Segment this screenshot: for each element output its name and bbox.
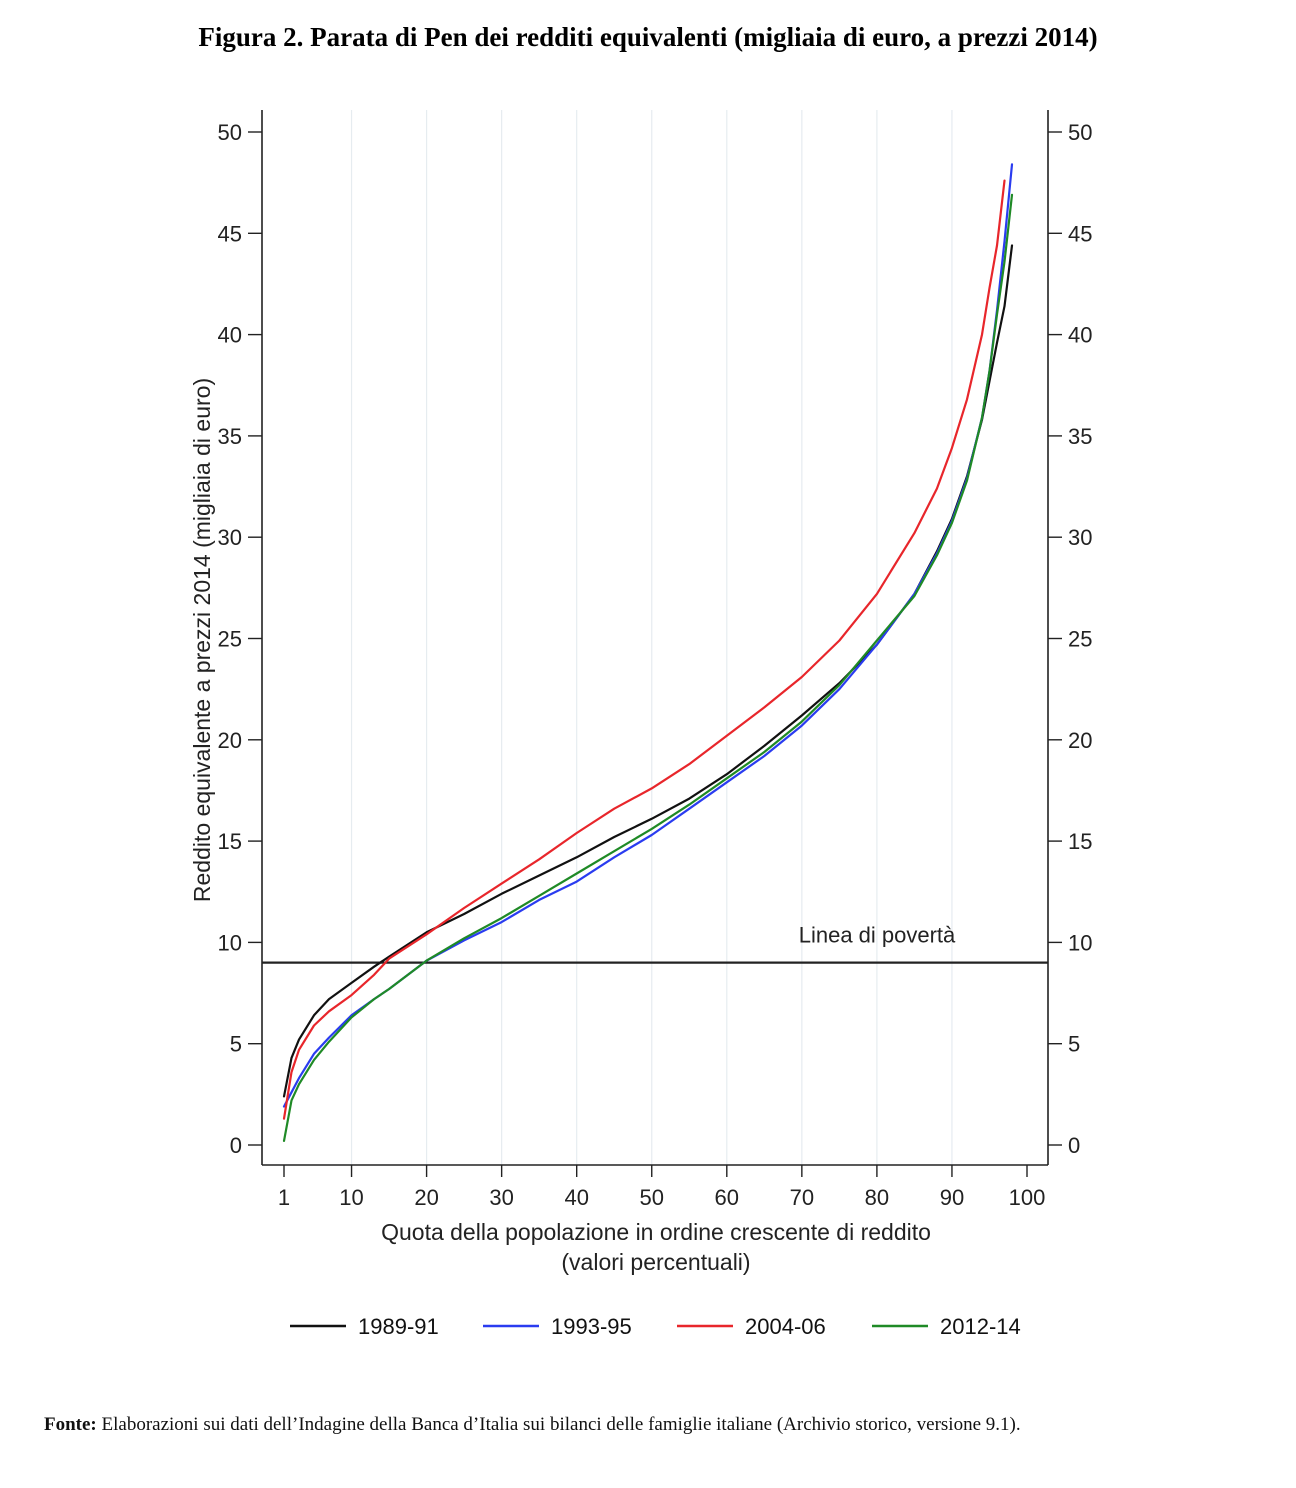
y-tick-label-left: 30 (218, 525, 242, 550)
x-tick-label: 30 (489, 1185, 513, 1210)
source-note: Fonte: Elaborazioni sui dati dell’Indagi… (44, 1414, 1021, 1436)
source-label: Fonte: (44, 1414, 97, 1435)
x-tick-label: 70 (790, 1185, 814, 1210)
x-tick-label: 40 (564, 1185, 588, 1210)
y-tick-label-left: 5 (230, 1032, 242, 1057)
x-axis-label: Quota della popolazione in ordine cresce… (381, 1219, 931, 1245)
y-tick-label-left: 15 (218, 829, 242, 854)
y-tick-label-right: 10 (1068, 930, 1092, 955)
x-tick-label: 60 (715, 1185, 739, 1210)
y-tick-label-right: 25 (1068, 627, 1092, 652)
x-tick-label: 90 (940, 1185, 964, 1210)
y-tick-label-left: 10 (218, 930, 242, 955)
x-tick-label: 1 (278, 1185, 290, 1210)
y-tick-label-right: 15 (1068, 829, 1092, 854)
series-line-2004-06 (282, 179, 1006, 1120)
y-tick-label-right: 5 (1068, 1032, 1080, 1057)
ticks: 0 0 5 5 10 10 15 15 20 20 25 25 30 30 35 35 40 40 45 45 50 50… (218, 120, 1093, 1210)
y-tick-label-right: 30 (1068, 525, 1092, 550)
legend-label-1993-95: 1993-95 (551, 1314, 632, 1339)
y-tick-label-right: 20 (1068, 728, 1092, 753)
series-line-2012-14 (282, 193, 1014, 1143)
x-axis-label-note: (valori percentuali) (561, 1249, 750, 1275)
grid-lines (350, 110, 953, 1165)
legend-label-2012-14: 2012-14 (940, 1314, 1021, 1339)
y-tick-label-right: 35 (1068, 424, 1092, 449)
y-tick-label-left: 40 (218, 323, 242, 348)
poverty-line-group: Linea di povertà (262, 923, 1048, 964)
x-tick-label: 100 (1009, 1185, 1046, 1210)
series-lines (282, 163, 1014, 1143)
figure-title: Figura 2. Parata di Pen dei redditi equi… (198, 22, 1098, 52)
legend: 1989-91 1993-95 2004-06 2012-14 (290, 1314, 1021, 1339)
y-tick-label-right: 40 (1068, 323, 1092, 348)
y-tick-label-right: 45 (1068, 221, 1092, 246)
series-line-1993-95 (282, 163, 1014, 1108)
y-tick-label-left: 20 (218, 728, 242, 753)
y-tick-label-right: 50 (1068, 120, 1092, 145)
x-tick-label: 50 (640, 1185, 664, 1210)
x-tick-label: 10 (339, 1185, 363, 1210)
axes (261, 110, 1049, 1166)
y-tick-label-left: 35 (218, 424, 242, 449)
series-line-1989-91 (282, 244, 1014, 1098)
y-tick-label-left: 0 (230, 1133, 242, 1158)
x-tick-label: 80 (865, 1185, 889, 1210)
legend-label-1989-91: 1989-91 (358, 1314, 439, 1339)
y-tick-label-left: 25 (218, 627, 242, 652)
y-axis-label: Reddito equivalente a prezzi 2014 (migli… (189, 378, 215, 902)
y-tick-label-right: 0 (1068, 1133, 1080, 1158)
x-tick-label: 20 (414, 1185, 438, 1210)
legend-label-2004-06: 2004-06 (745, 1314, 826, 1339)
pen-parade-chart: 0 0 5 5 10 10 15 15 20 20 25 25 30 30 35 35 40 40 45 45 50 50… (189, 110, 1093, 1339)
source-text: Elaborazioni sui dati dell’Indagine dell… (101, 1414, 1021, 1435)
y-tick-label-left: 45 (218, 221, 242, 246)
y-tick-label-left: 50 (218, 120, 242, 145)
poverty-line-label: Linea di povertà (799, 923, 956, 948)
